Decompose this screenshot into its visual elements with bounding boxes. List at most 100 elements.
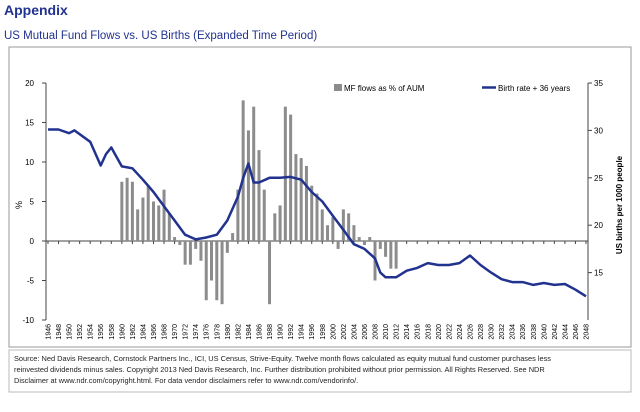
source-line: Source: Ned Davis Research, Cornstock Pa…: [14, 354, 551, 363]
bar: [299, 158, 303, 241]
x-tick-label: 2044: [562, 324, 569, 340]
bar: [162, 189, 166, 241]
x-tick-label: 1956: [98, 324, 105, 340]
x-tick-label: 1988: [267, 324, 274, 340]
x-tick-label: 2042: [552, 324, 559, 340]
y-tick-label: 15: [25, 119, 34, 128]
bar: [357, 237, 361, 241]
x-tick-label: 2032: [499, 324, 506, 340]
x-tick-label: 1948: [56, 324, 63, 340]
source-frame: [8, 349, 632, 393]
x-tick-label: 2010: [383, 324, 390, 340]
bar: [294, 154, 298, 241]
bar: [394, 241, 398, 269]
x-tick-label: 2038: [531, 324, 538, 340]
bar: [352, 225, 356, 241]
x-tick-label: 1976: [204, 324, 211, 340]
y-tick-label: 10: [25, 158, 34, 167]
x-tick-label: 1992: [288, 324, 295, 340]
bar: [204, 241, 208, 301]
bar: [173, 237, 177, 241]
x-tick-label: 2012: [394, 324, 401, 340]
y-tick-label: 0: [30, 237, 35, 246]
bar: [146, 185, 150, 241]
x-tick-label: 1996: [309, 324, 316, 340]
bar: [141, 197, 145, 241]
x-tick-label: 2040: [541, 324, 548, 340]
y-axis-label: %: [14, 201, 24, 209]
bar: [331, 217, 335, 241]
x-tick-label: 1982: [235, 324, 242, 340]
x-tick-label: 1994: [299, 324, 306, 340]
x-tick-label: 2046: [573, 324, 580, 340]
bar: [241, 100, 245, 241]
x-tick-label: 1980: [225, 324, 232, 340]
bar: [151, 201, 155, 241]
x-tick-label: 2008: [373, 324, 380, 340]
bar: [210, 241, 214, 281]
bar: [220, 241, 224, 305]
bar: [136, 209, 140, 241]
source-line: reinvested dividends minus sales. Copyri…: [14, 365, 545, 374]
x-tick-label: 2004: [351, 324, 358, 340]
x-tick-label: 2002: [341, 324, 348, 340]
bar: [310, 185, 314, 241]
x-tick-label: 1946: [46, 324, 53, 340]
x-tick-label: 2022: [446, 324, 453, 340]
bar: [125, 177, 129, 241]
bar: [167, 213, 171, 241]
bar: [384, 241, 388, 257]
y2-tick-label: 15: [594, 269, 603, 278]
x-tick-label: 1984: [246, 324, 253, 340]
legend-swatch: [334, 84, 342, 91]
bar: [362, 241, 366, 245]
bar: [336, 241, 340, 249]
x-tick-label: 2048: [584, 324, 591, 340]
legend-label: Birth rate + 36 years: [498, 84, 570, 93]
legend-label: MF flows as % of AUM: [344, 84, 425, 93]
bar: [268, 241, 272, 305]
y2-tick-label: 25: [594, 174, 603, 183]
bar: [347, 213, 351, 241]
y-tick-label: 5: [30, 198, 35, 207]
x-tick-label: 1954: [88, 324, 95, 340]
x-tick-label: 2000: [330, 324, 337, 340]
x-tick-label: 2030: [489, 324, 496, 340]
x-tick-label: 1958: [109, 324, 116, 340]
bar: [257, 150, 261, 241]
x-tick-label: 2006: [362, 324, 369, 340]
bar: [252, 106, 256, 241]
x-tick-label: 1974: [193, 324, 200, 340]
y2-tick-label: 20: [594, 221, 603, 230]
y-tick-label: 20: [25, 79, 34, 88]
chart-title: US Mutual Fund Flows vs. US Births (Expa…: [4, 30, 317, 42]
x-tick-label: 1986: [256, 324, 263, 340]
bar: [326, 225, 330, 241]
bar: [283, 106, 287, 241]
chart-frame: [8, 46, 632, 348]
x-tick-label: 2024: [457, 324, 464, 340]
x-tick-label: 1964: [140, 324, 147, 340]
x-tick-label: 1960: [119, 324, 126, 340]
x-tick-label: 2034: [510, 324, 517, 340]
x-tick-label: 1990: [278, 324, 285, 340]
bar: [215, 241, 219, 301]
x-tick-label: 1952: [77, 324, 84, 340]
x-tick-label: 1970: [172, 324, 179, 340]
x-tick-label: 2018: [425, 324, 432, 340]
bar: [188, 241, 192, 265]
bar: [157, 205, 161, 241]
bar: [304, 165, 308, 241]
bar: [368, 237, 372, 241]
x-tick-label: 2036: [520, 324, 527, 340]
x-tick-label: 1978: [214, 324, 221, 340]
x-tick-label: 1998: [320, 324, 327, 340]
line: [48, 128, 587, 298]
bar: [225, 241, 229, 253]
y-tick-label: -5: [27, 277, 35, 286]
x-tick-label: 2014: [404, 324, 411, 340]
x-tick-label: 1968: [162, 324, 169, 340]
bar: [183, 241, 187, 265]
